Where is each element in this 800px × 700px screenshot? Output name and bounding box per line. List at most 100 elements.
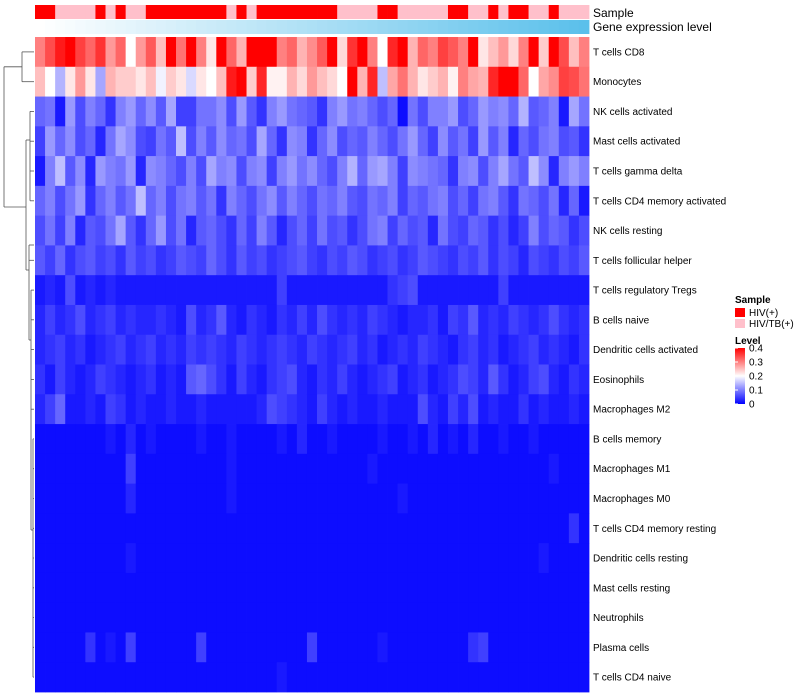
heatmap-cell xyxy=(538,453,550,484)
heatmap-cell xyxy=(458,483,469,514)
sample-annotation-cell xyxy=(95,5,106,19)
heatmap-cell xyxy=(407,66,419,97)
heatmap-cell xyxy=(337,304,348,336)
heatmap-cell xyxy=(145,424,157,455)
heatmap-cell xyxy=(95,215,106,246)
heatmap-cell xyxy=(417,245,429,276)
heatmap-cell xyxy=(437,66,449,97)
heatmap-cell xyxy=(165,66,177,97)
heatmap-cell xyxy=(75,662,86,693)
heatmap-cell xyxy=(105,126,116,157)
sample-annotation-cell xyxy=(125,5,137,19)
heatmap-cell xyxy=(488,483,499,514)
heatmap-cell xyxy=(437,632,449,663)
heatmap-cell xyxy=(387,185,399,217)
sample-annotation-cell xyxy=(528,5,540,19)
heatmap-cell xyxy=(226,662,237,693)
heatmap-cell xyxy=(85,483,96,514)
heatmap-cell xyxy=(246,215,257,246)
heatmap-cell xyxy=(528,304,540,336)
heatmap-cell xyxy=(155,364,167,395)
heatmap-cell xyxy=(367,662,378,693)
heatmap-cell xyxy=(75,632,86,663)
heatmap-cell xyxy=(498,126,509,157)
heatmap-cell xyxy=(35,334,46,365)
heatmap-cell xyxy=(115,185,127,217)
heatmap-cell xyxy=(397,156,409,187)
heatmap-cell xyxy=(196,394,207,425)
heatmap-cell xyxy=(498,394,509,425)
heatmap-cell xyxy=(377,156,388,187)
heatmap-cell xyxy=(135,126,147,157)
heatmap-cell xyxy=(327,334,338,365)
heatmap-cell xyxy=(387,66,399,97)
heatmap-cell xyxy=(468,275,479,306)
heatmap-cell xyxy=(578,572,590,604)
heatmap-cell xyxy=(306,245,318,276)
heatmap-cell xyxy=(387,483,399,514)
heatmap-cell xyxy=(518,483,529,514)
heatmap-cell xyxy=(468,37,479,68)
heatmap-cell xyxy=(387,513,399,544)
heatmap-cell xyxy=(458,156,469,187)
heatmap-cell xyxy=(176,483,187,514)
heatmap-cell xyxy=(246,632,257,663)
heatmap-cell xyxy=(548,543,560,574)
heatmap-cell xyxy=(125,275,137,306)
heatmap-cell xyxy=(387,662,399,693)
row-dendrogram xyxy=(3,51,34,678)
heatmap-cell xyxy=(206,96,217,127)
heatmap-cell xyxy=(296,304,308,336)
heatmap-cell xyxy=(125,572,137,604)
heatmap-cell xyxy=(155,275,167,306)
heatmap-cell xyxy=(236,424,247,455)
heatmap-cell xyxy=(145,513,157,544)
heatmap-cell xyxy=(65,96,76,127)
heatmap-cell xyxy=(276,483,288,514)
heatmap-cell xyxy=(518,245,529,276)
heatmap-cell xyxy=(317,662,328,693)
heatmap-cell xyxy=(528,483,540,514)
heatmap-cell xyxy=(377,96,388,127)
heatmap-cell xyxy=(468,245,479,276)
heatmap-cell xyxy=(155,156,167,187)
heatmap-cell xyxy=(548,304,560,336)
heatmap-cell xyxy=(458,632,469,663)
heatmap-cell xyxy=(437,334,449,365)
sample-annotation-cell xyxy=(286,5,298,19)
heatmap-cell xyxy=(427,156,439,187)
heatmap-cell xyxy=(347,66,358,97)
heatmap-cell xyxy=(558,364,570,395)
heatmap-cell xyxy=(468,304,479,336)
expression-annotation-cell xyxy=(317,20,328,34)
heatmap-cell xyxy=(548,126,560,157)
heatmap-cell xyxy=(558,66,570,97)
heatmap-cell xyxy=(417,156,429,187)
heatmap-cell xyxy=(135,572,147,604)
row-label: Dendritic cells resting xyxy=(593,554,688,565)
heatmap-cell xyxy=(468,394,479,425)
heatmap-cell xyxy=(165,126,177,157)
heatmap-cell xyxy=(266,453,278,484)
heatmap-cell xyxy=(407,483,419,514)
heatmap-cell xyxy=(447,602,459,633)
heatmap-cell xyxy=(236,275,247,306)
heatmap-cell xyxy=(427,572,439,604)
sample-annotation-cell xyxy=(568,5,580,19)
heatmap-cell xyxy=(216,37,227,68)
heatmap-cell xyxy=(568,483,580,514)
heatmap-cell xyxy=(407,453,419,484)
heatmap-cell xyxy=(538,364,550,395)
heatmap-cell xyxy=(85,245,96,276)
sample-annotation-cell xyxy=(437,5,449,19)
heatmap-cell xyxy=(306,572,318,604)
heatmap-cell xyxy=(206,245,217,276)
heatmap-cell xyxy=(55,424,66,455)
heatmap-cell xyxy=(427,126,439,157)
heatmap-cell xyxy=(186,453,197,484)
heatmap-cell xyxy=(407,543,419,574)
heatmap-cell xyxy=(35,424,46,455)
heatmap-cell xyxy=(55,126,66,157)
sample-annotation-cell xyxy=(55,5,66,19)
sample-annotation-cell xyxy=(105,5,116,19)
